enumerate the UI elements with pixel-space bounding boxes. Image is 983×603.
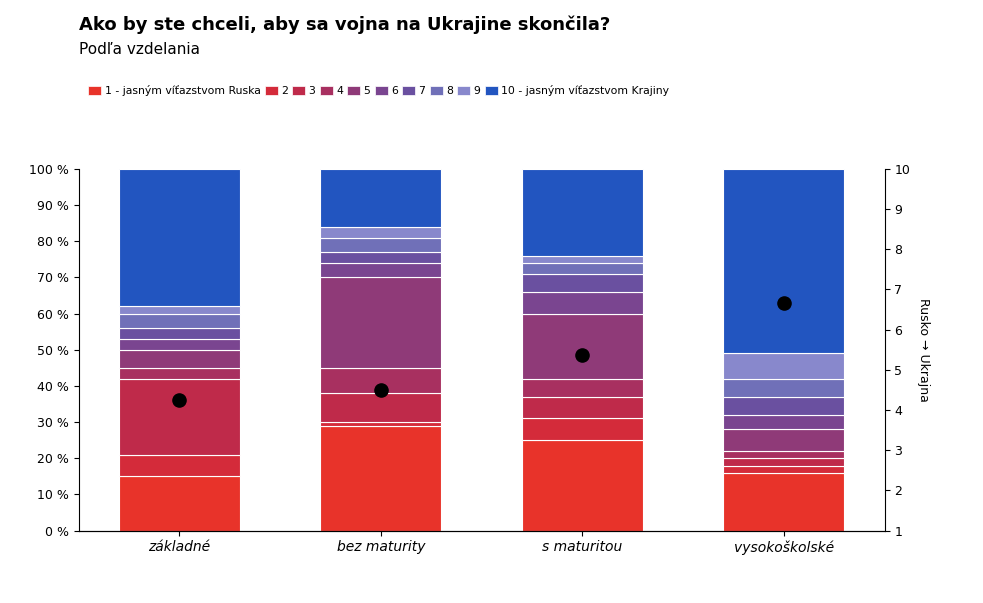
Bar — [723, 466, 844, 473]
Bar — [522, 263, 643, 274]
Bar — [320, 277, 441, 368]
Point — [776, 298, 791, 308]
Bar — [522, 440, 643, 531]
Bar — [320, 393, 441, 422]
Bar — [119, 169, 240, 306]
Bar — [320, 422, 441, 426]
Bar — [723, 169, 844, 353]
Bar — [119, 306, 240, 314]
Bar — [522, 292, 643, 314]
Bar — [723, 473, 844, 531]
Bar — [723, 458, 844, 466]
Bar — [723, 397, 844, 415]
Legend: 1 - jasným víťazstvom Ruska, 2, 3, 4, 5, 6, 7, 8, 9, 10 - jasným víťazstvom Kraj: 1 - jasným víťazstvom Ruska, 2, 3, 4, 5,… — [85, 81, 673, 101]
Bar — [119, 328, 240, 339]
Bar — [522, 256, 643, 263]
Bar — [119, 350, 240, 368]
Bar — [119, 379, 240, 455]
Bar — [320, 227, 441, 238]
Y-axis label: Rusko → Ukrajna: Rusko → Ukrajna — [917, 298, 930, 402]
Bar — [723, 429, 844, 451]
Bar — [723, 451, 844, 458]
Bar — [522, 379, 643, 397]
Bar — [320, 263, 441, 277]
Bar — [119, 476, 240, 531]
Text: Podľa vzdelania: Podľa vzdelania — [79, 42, 200, 57]
Bar — [119, 455, 240, 476]
Bar — [723, 353, 844, 379]
Point — [171, 396, 187, 405]
Bar — [320, 426, 441, 531]
Bar — [119, 339, 240, 350]
Bar — [522, 274, 643, 292]
Point — [574, 350, 590, 360]
Point — [373, 385, 388, 394]
Bar — [522, 418, 643, 440]
Bar — [320, 169, 441, 227]
Bar — [522, 397, 643, 418]
Bar — [723, 415, 844, 429]
Bar — [320, 238, 441, 252]
Text: Ako by ste chceli, aby sa vojna na Ukrajine skončila?: Ako by ste chceli, aby sa vojna na Ukraj… — [79, 15, 609, 34]
Bar — [522, 169, 643, 256]
Bar — [119, 314, 240, 328]
Bar — [320, 368, 441, 393]
Bar — [320, 252, 441, 263]
Bar — [119, 368, 240, 379]
Bar — [723, 379, 844, 397]
Bar — [522, 314, 643, 379]
